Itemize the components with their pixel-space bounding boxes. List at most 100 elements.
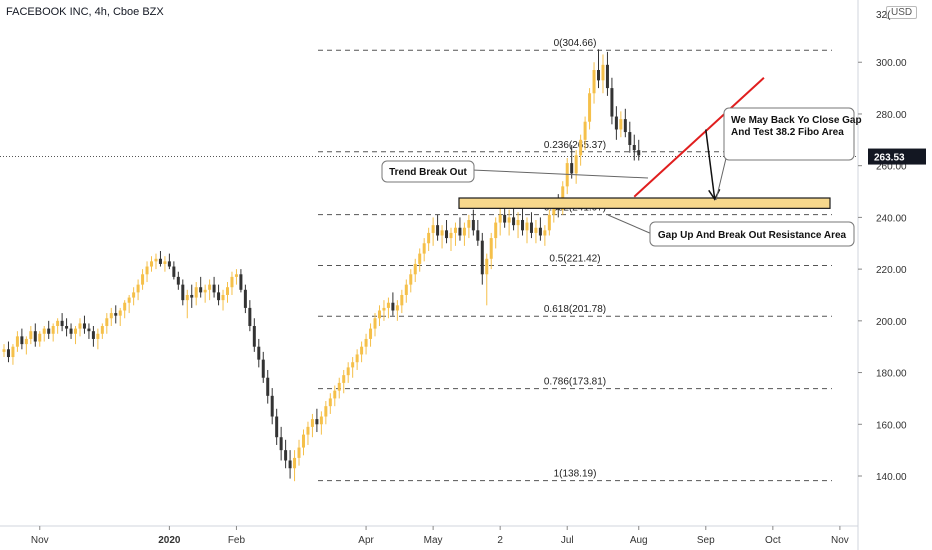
candle-body bbox=[11, 346, 15, 358]
candle-body bbox=[226, 287, 229, 295]
candle-body bbox=[382, 307, 386, 311]
candle-body bbox=[230, 276, 234, 288]
fib-level-label: 0.618(201.78) bbox=[544, 304, 606, 315]
fib-level-label: 0(304.66) bbox=[554, 38, 597, 49]
candle-body bbox=[373, 318, 377, 329]
candle-body bbox=[458, 227, 462, 236]
candle-body bbox=[181, 284, 185, 301]
candle-body bbox=[637, 150, 641, 156]
candle-body bbox=[127, 297, 131, 303]
candle-body bbox=[369, 328, 373, 339]
x-tick-label: Sep bbox=[697, 535, 715, 546]
y-tick-label: 240.00 bbox=[876, 213, 907, 224]
candle-body bbox=[42, 328, 46, 334]
candle-body bbox=[623, 119, 627, 133]
candle-body bbox=[529, 222, 533, 233]
candle-body bbox=[306, 426, 310, 435]
candle-body bbox=[315, 419, 319, 425]
candle-body bbox=[248, 307, 252, 327]
annotation-gap-line2: And Test 38.2 Fibo Area bbox=[731, 127, 844, 138]
candle-body bbox=[525, 222, 529, 231]
trend-line bbox=[633, 77, 765, 198]
candle-body bbox=[337, 382, 341, 391]
candle-body bbox=[489, 238, 493, 259]
candle-body bbox=[601, 64, 605, 81]
candle-body bbox=[190, 294, 194, 298]
candle-body bbox=[597, 69, 601, 81]
candle-body bbox=[78, 323, 82, 329]
candle-body bbox=[418, 253, 422, 264]
candle-body bbox=[632, 144, 636, 151]
candle-body bbox=[145, 266, 149, 275]
candle-body bbox=[199, 287, 203, 293]
candle-body bbox=[150, 261, 154, 267]
candle-body bbox=[284, 450, 288, 461]
candle-body bbox=[507, 217, 511, 223]
candle-body bbox=[521, 219, 525, 231]
candle-body bbox=[243, 289, 247, 308]
candle-body bbox=[114, 313, 118, 316]
candle-body bbox=[158, 258, 162, 264]
candle-body bbox=[279, 437, 283, 451]
candle-body bbox=[51, 326, 55, 334]
annotation-trend-breakout: Trend Break Out bbox=[389, 167, 467, 178]
candle-body bbox=[29, 331, 33, 339]
candle-body bbox=[494, 222, 498, 239]
candle-body bbox=[351, 362, 355, 368]
candle-body bbox=[194, 287, 198, 298]
candle-body bbox=[440, 230, 444, 236]
candle-body bbox=[471, 219, 475, 231]
candle-body bbox=[56, 320, 60, 327]
candle-body bbox=[592, 69, 596, 94]
y-tick-label: 180.00 bbox=[876, 369, 907, 380]
currency-button[interactable]: USD bbox=[886, 6, 918, 19]
candle-body bbox=[208, 284, 212, 290]
candle-body bbox=[404, 284, 408, 295]
candle-body bbox=[288, 460, 292, 469]
x-tick-label: Oct bbox=[765, 535, 781, 546]
candle-body bbox=[217, 292, 221, 301]
x-tick-label: 2020 bbox=[158, 535, 181, 546]
candle-body bbox=[301, 434, 305, 448]
y-tick-label-top: 32( bbox=[876, 10, 891, 21]
candle-body bbox=[377, 310, 381, 319]
candle-body bbox=[333, 390, 337, 399]
candle-body bbox=[619, 119, 623, 130]
candle-body bbox=[445, 230, 449, 239]
candle-body bbox=[82, 323, 86, 329]
candle-body bbox=[543, 230, 547, 236]
candle-body bbox=[6, 349, 10, 358]
candle-body bbox=[275, 416, 279, 438]
candle-body bbox=[547, 214, 551, 231]
candle-body bbox=[105, 318, 109, 327]
candle-body bbox=[234, 274, 238, 277]
annotation-gap-line1: We May Back Yo Close Gap bbox=[731, 115, 862, 126]
candle-body bbox=[221, 294, 225, 301]
candle-body bbox=[96, 333, 100, 339]
x-tick-label: Nov bbox=[831, 535, 849, 546]
candle-body bbox=[409, 274, 413, 285]
current-price-badge: 263.53 bbox=[874, 153, 905, 164]
candle-body bbox=[261, 359, 265, 378]
candle-body bbox=[427, 232, 431, 244]
annotation-box-trend bbox=[381, 160, 475, 183]
candle-body bbox=[395, 305, 399, 311]
candle-body bbox=[355, 354, 359, 363]
candle-body bbox=[614, 116, 618, 130]
candle-body bbox=[360, 346, 364, 355]
candle-body bbox=[141, 274, 145, 285]
x-tick-label: Nov bbox=[31, 535, 49, 546]
candle-body bbox=[60, 320, 64, 327]
candle-body bbox=[167, 261, 171, 267]
candle-body bbox=[47, 328, 51, 334]
candle-body bbox=[176, 276, 180, 285]
candle-body bbox=[132, 292, 136, 298]
candle-body bbox=[293, 457, 297, 469]
current-price-badge-bg bbox=[868, 148, 926, 165]
fib-level-label: 0.786(173.81) bbox=[544, 377, 606, 388]
candle-body bbox=[319, 416, 323, 425]
candle-body bbox=[516, 219, 520, 226]
candle-body bbox=[400, 294, 404, 306]
